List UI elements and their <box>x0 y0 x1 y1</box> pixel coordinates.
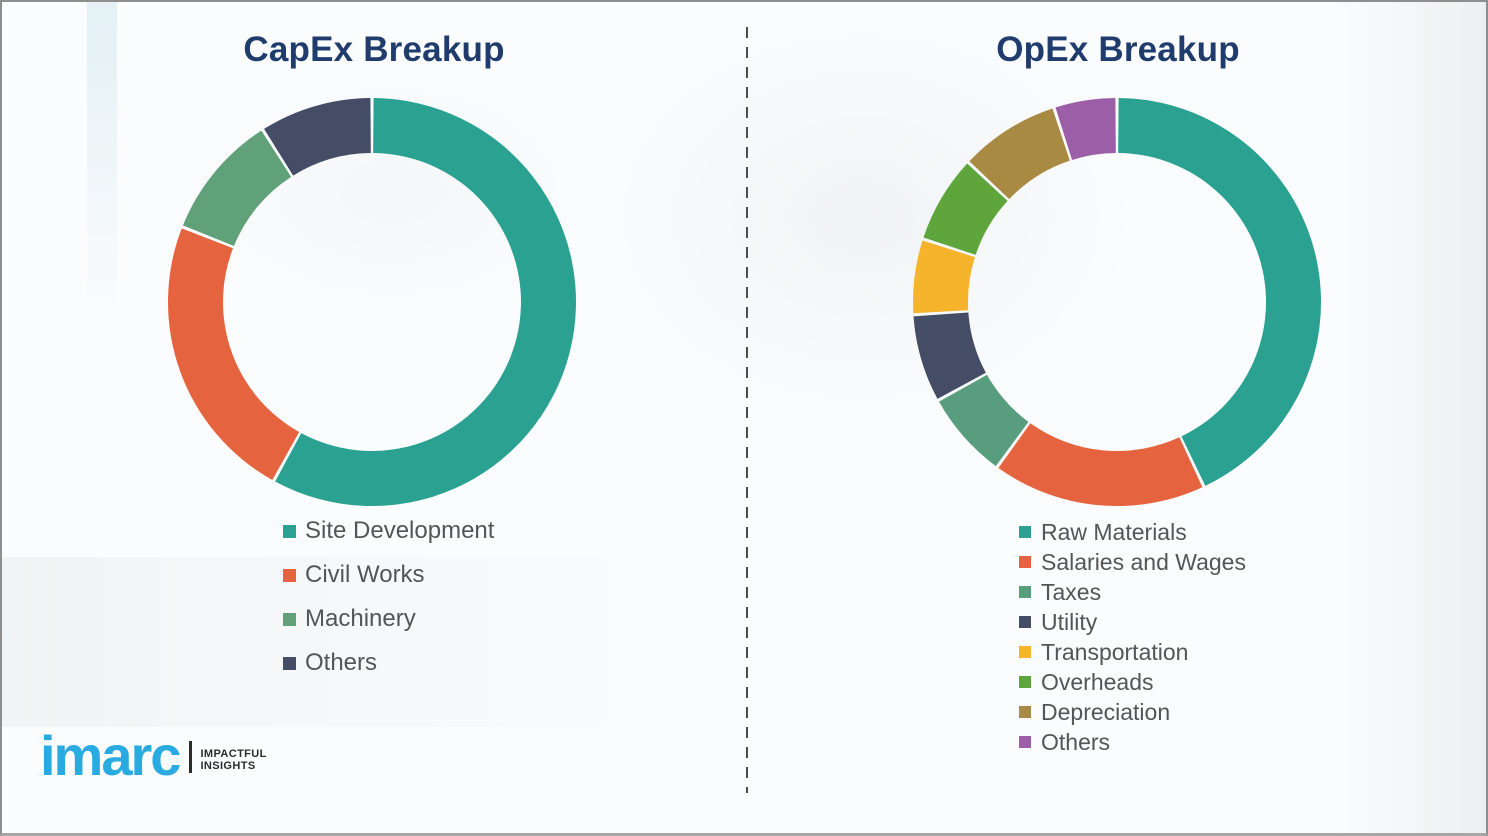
donut-segment-depreciation <box>969 108 1070 200</box>
legend-swatch-salaries-and-wages <box>1019 556 1031 568</box>
donut-segment-raw-materials <box>1118 98 1322 486</box>
donut-segment-others <box>1055 98 1116 160</box>
donut-segment-machinery <box>182 130 292 247</box>
legend-swatch-taxes <box>1019 586 1031 598</box>
donut-segment-taxes <box>939 374 1029 467</box>
opex-legend: Raw Materials Salaries and Wages Taxes Util… <box>1019 517 1246 757</box>
legend-item-others: Others <box>283 641 494 685</box>
legend-label: Overheads <box>1041 668 1154 695</box>
donut-segment-overheads <box>923 163 1008 255</box>
donut-segment-salaries-and-wages <box>998 423 1203 507</box>
legend-item-site-development: Site Development <box>283 509 494 553</box>
capex-chart-title: CapEx Breakup <box>243 30 505 69</box>
legend-swatch-overheads <box>1019 676 1031 688</box>
legend-item-civil-works: Civil Works <box>283 553 494 597</box>
legend-label: Machinery <box>305 605 416 632</box>
legend-label: Utility <box>1041 608 1098 635</box>
legend-swatch-depreciation <box>1019 706 1031 718</box>
donut-segment-utility <box>913 312 986 399</box>
background-texture <box>1332 2 1486 833</box>
legend-item-utility: Utility <box>1019 607 1246 637</box>
legend-label: Civil Works <box>305 561 425 588</box>
imarc-tagline-line1: IMPACTFUL <box>200 747 267 760</box>
legend-swatch-raw-materials <box>1019 526 1031 538</box>
capex-legend: Site Development Civil Works Machinery Othe… <box>283 509 494 685</box>
opex-chart-title: OpEx Breakup <box>996 30 1240 69</box>
legend-item-depreciation: Depreciation <box>1019 697 1246 727</box>
dashed-divider-line <box>746 27 748 793</box>
legend-swatch-others <box>1019 736 1031 748</box>
legend-label: Transportation <box>1041 638 1189 665</box>
imarc-logo: imarc IMPACTFUL INSIGHTS <box>40 724 267 787</box>
legend-swatch-utility <box>1019 616 1031 628</box>
legend-swatch-site-development <box>283 524 296 538</box>
imarc-logo-wordmark: imarc <box>40 724 181 787</box>
donut-segment-others <box>264 98 371 176</box>
legend-swatch-transportation <box>1019 646 1031 658</box>
imarc-logo-separator <box>189 740 193 773</box>
legend-swatch-others <box>283 656 296 670</box>
opex-donut-chart <box>913 98 1322 507</box>
legend-label: Others <box>305 649 378 676</box>
capex-donut-chart <box>167 98 577 507</box>
legend-label: Taxes <box>1041 578 1102 605</box>
legend-item-others: Others <box>1019 727 1246 757</box>
legend-swatch-machinery <box>283 612 296 626</box>
legend-item-salaries-and-wages: Salaries and Wages <box>1019 547 1246 577</box>
imarc-tagline-line2: INSIGHTS <box>200 759 256 772</box>
donut-segment-site-development <box>275 98 577 507</box>
legend-item-overheads: Overheads <box>1019 667 1246 697</box>
legend-item-machinery: Machinery <box>283 597 494 641</box>
legend-label: Raw Materials <box>1041 518 1187 545</box>
legend-label: Depreciation <box>1041 698 1171 725</box>
legend-label: Others <box>1041 728 1111 755</box>
legend-item-taxes: Taxes <box>1019 577 1246 607</box>
legend-item-transportation: Transportation <box>1019 637 1246 667</box>
legend-swatch-civil-works <box>283 568 296 582</box>
imarc-logo-tagline: IMPACTFUL INSIGHTS <box>200 748 266 772</box>
legend-item-raw-materials: Raw Materials <box>1019 517 1246 547</box>
legend-label: Site Development <box>305 517 495 544</box>
donut-segment-transportation <box>913 240 975 314</box>
legend-label: Salaries and Wages <box>1041 548 1246 575</box>
donut-segment-civil-works <box>167 228 300 480</box>
